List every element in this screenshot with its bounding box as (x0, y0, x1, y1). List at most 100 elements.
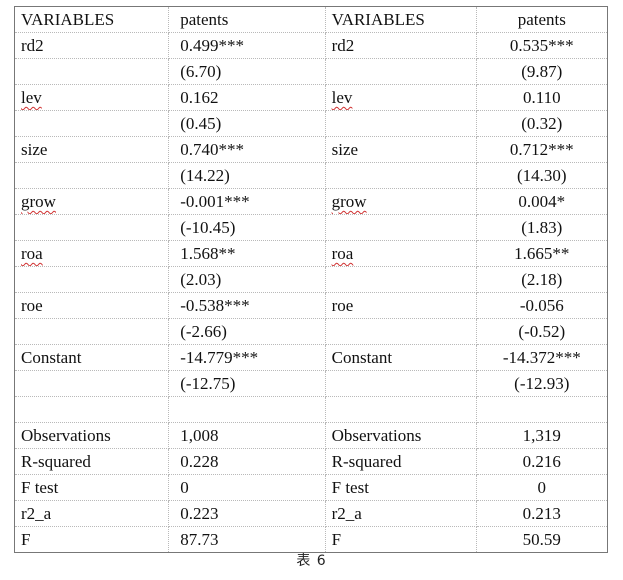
table-row: lev 0.162 lev 0.110 (13, 84, 609, 111)
coefficient-right-text: 1.665** (514, 244, 570, 263)
variable-name-left (13, 370, 170, 397)
coefficient-right: 0.004* (475, 188, 609, 215)
variable-name-right: R-squared (324, 448, 477, 475)
variable-name-left: size (13, 136, 170, 163)
coefficient-left-text: 0 (180, 478, 189, 497)
coefficient-left: (0.45) (168, 110, 326, 137)
table-row: (-2.66) (-0.52) (13, 318, 609, 345)
table-row: (0.45) (0.32) (13, 110, 609, 137)
coefficient-left-text: 0.162 (180, 88, 219, 107)
coefficient-right: (1.83) (475, 214, 609, 241)
variable-name-left-text: size (21, 140, 48, 159)
coefficient-left: (-12.75) (168, 370, 326, 397)
variable-name-right: grow (324, 188, 477, 215)
variable-name-left (13, 162, 170, 189)
coefficient-right: (0.32) (475, 110, 609, 137)
coefficient-left-text: (14.22) (180, 166, 230, 185)
variable-name-left (13, 214, 170, 241)
table-row: rd2 0.499*** rd2 0.535*** (13, 32, 609, 59)
table-row: F test 0 F test 0 (13, 474, 609, 501)
variable-name-right: lev (324, 84, 477, 111)
table-row: roa 1.568** roa 1.665** (13, 240, 609, 267)
variable-name-left-text: rd2 (21, 36, 44, 55)
coefficient-left-text: 0.499*** (180, 36, 244, 55)
coefficient-right: -14.372*** (475, 344, 609, 371)
coefficient-left-text: 0.228 (180, 452, 219, 471)
variable-name-left: grow (13, 188, 170, 215)
coefficient-right: 0.216 (475, 448, 609, 475)
header-row: VARIABLES patents VARIABLES patents (13, 6, 609, 33)
variable-name-right: size (324, 136, 477, 163)
coefficient-left-text: -0.001*** (180, 192, 250, 211)
variable-name-left: roa (13, 240, 170, 267)
variable-name-right-text: roe (331, 296, 354, 315)
variable-name-left-text: F test (21, 478, 59, 497)
coefficient-left-text: 1,008 (180, 426, 219, 445)
coefficient-right: 50.59 (475, 526, 609, 553)
table-row: grow -0.001*** grow 0.004* (13, 188, 609, 215)
coefficient-left-text: 0.223 (180, 504, 219, 523)
coefficient-right (475, 396, 609, 423)
variable-name-right: roa (324, 240, 477, 267)
variable-name-right-text: r2_a (331, 504, 362, 523)
regression-table-body: VARIABLES patents VARIABLES patents rd2 0… (13, 6, 609, 553)
coefficient-left: -0.538*** (168, 292, 326, 319)
variable-name-left-text: R-squared (21, 452, 91, 471)
variable-name-left: Observations (13, 422, 170, 449)
coefficient-left: (-2.66) (168, 318, 326, 345)
coefficient-right-text: 0.216 (522, 452, 561, 471)
coefficient-left (168, 396, 326, 423)
coefficient-left-text: (-12.75) (180, 374, 236, 393)
table-row: r2_a 0.223 r2_a 0.213 (13, 500, 609, 527)
header-variables-left: VARIABLES (13, 6, 170, 33)
coefficient-left: -0.001*** (168, 188, 326, 215)
variable-name-left: rd2 (13, 32, 170, 59)
variable-name-right-text: lev (331, 88, 353, 107)
variable-name-right-text: size (331, 140, 359, 159)
coefficient-left: 87.73 (168, 526, 326, 553)
variable-name-left (13, 58, 170, 85)
variable-name-left-text: roa (21, 244, 43, 263)
variable-name-left: roe (13, 292, 170, 319)
coefficient-left-text: (-10.45) (180, 218, 236, 237)
coefficient-right-text: (0.32) (521, 114, 563, 133)
table-row: (-10.45) (1.83) (13, 214, 609, 241)
variable-name-right (324, 162, 477, 189)
coefficient-right-text: 0.004* (518, 192, 566, 211)
coefficient-left: (2.03) (168, 266, 326, 293)
coefficient-left: 0.740*** (168, 136, 326, 163)
variable-name-left: R-squared (13, 448, 170, 475)
coefficient-left: 0.499*** (168, 32, 326, 59)
variable-name-left: F (13, 526, 170, 553)
variable-name-right-text: grow (331, 192, 367, 211)
coefficient-left-text: -0.538*** (180, 296, 250, 315)
coefficient-right: 0.712*** (475, 136, 609, 163)
variable-name-left: Constant (13, 344, 170, 371)
variable-name-right: roe (324, 292, 477, 319)
variable-name-right (324, 110, 477, 137)
coefficient-right-text: 1,319 (522, 426, 561, 445)
table-row: Constant -14.779*** Constant -14.372*** (13, 344, 609, 371)
variable-name-right (324, 266, 477, 293)
coefficient-right: 0.535*** (475, 32, 609, 59)
coefficient-right-text: 50.59 (522, 530, 561, 549)
variable-name-right-text: F (331, 530, 342, 549)
coefficient-right: -0.056 (475, 292, 609, 319)
coefficient-left: (6.70) (168, 58, 326, 85)
table-row: (-12.75) (-12.93) (13, 370, 609, 397)
coefficient-right-text: 0.535*** (509, 36, 574, 55)
coefficient-right-text: 0.110 (522, 88, 561, 107)
coefficient-left-text: 0.740*** (180, 140, 244, 159)
table-row (13, 396, 609, 423)
variable-name-right: Observations (324, 422, 477, 449)
variable-name-right: rd2 (324, 32, 477, 59)
variable-name-left (13, 110, 170, 137)
coefficient-right: 1.665** (475, 240, 609, 267)
table-row: F 87.73 F 50.59 (13, 526, 609, 553)
variable-name-right-text: R-squared (331, 452, 402, 471)
coefficient-left: 0.228 (168, 448, 326, 475)
coefficient-right-text: 0.213 (522, 504, 561, 523)
variable-name-right: F (324, 526, 477, 553)
coefficient-left-text: 87.73 (180, 530, 219, 549)
coefficient-left: 1,008 (168, 422, 326, 449)
